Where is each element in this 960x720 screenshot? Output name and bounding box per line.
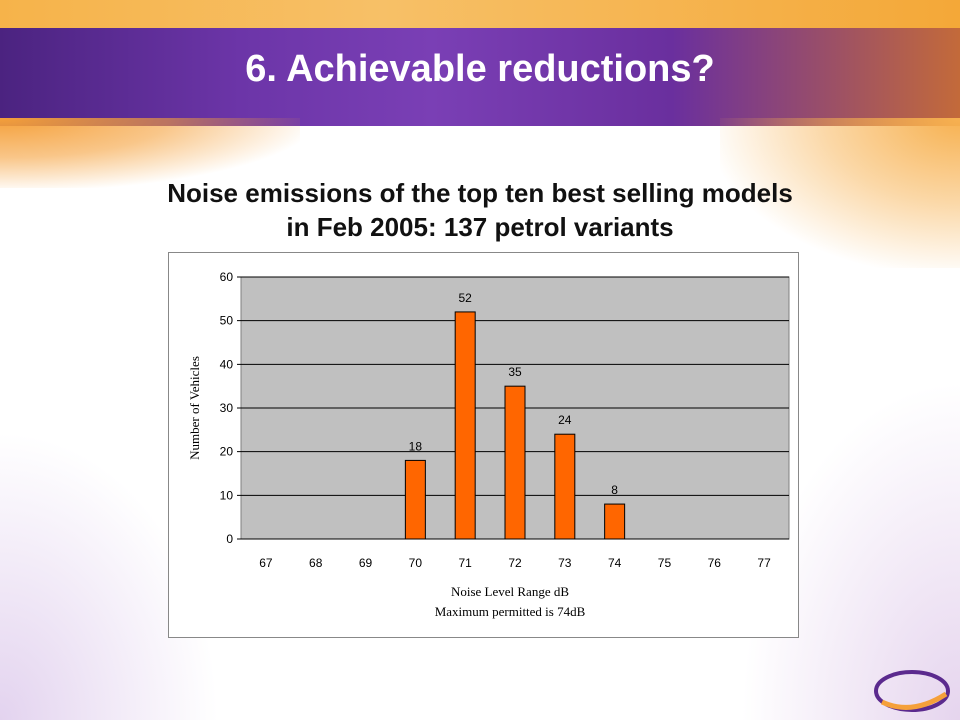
- bar: [604, 503, 626, 540]
- y-tick-labels: 0 10 20 30 40 50 60: [220, 270, 234, 546]
- bar: [404, 459, 426, 540]
- slide-subtitle: Noise emissions of the top ten best sell…: [90, 176, 870, 244]
- y-tick-label: 20: [220, 445, 234, 459]
- x-tick-label: 68: [309, 556, 323, 570]
- y-tick-label: 50: [220, 314, 234, 328]
- x-tick-label: 77: [757, 556, 771, 570]
- bar-chart: 18 52 35 24 8 0 10 20 30 40 50 60 67 68 69 70 71 72 73 74…: [187, 270, 790, 619]
- y-tick-label: 10: [220, 488, 234, 502]
- bar-data-label: 24: [558, 413, 572, 427]
- bar-data-label: 35: [508, 365, 522, 379]
- bar: [454, 311, 476, 540]
- decorative-swoosh-left: [0, 118, 300, 188]
- x-tick-label: 67: [259, 556, 273, 570]
- bars: [404, 311, 626, 540]
- y-tick-label: 0: [226, 532, 233, 546]
- y-tick-label: 40: [220, 357, 234, 371]
- x-tick-label: 70: [409, 556, 423, 570]
- y-axis-label: Number of Vehicles: [187, 356, 202, 460]
- chart-container: 18 52 35 24 8 0 10 20 30 40 50 60 67 68 69 70 71 72 73 74…: [168, 252, 799, 638]
- subtitle-line-2: in Feb 2005: 137 petrol variants: [286, 212, 674, 242]
- x-tick-label: 75: [658, 556, 672, 570]
- bar: [554, 433, 576, 540]
- x-tick-label: 73: [558, 556, 572, 570]
- decorative-swoosh-right: [720, 118, 960, 268]
- bar-data-labels: 18 52 35 24 8: [409, 291, 619, 497]
- bar: [504, 385, 526, 540]
- bar-data-label: 52: [459, 291, 473, 305]
- x-tick-label: 71: [459, 556, 473, 570]
- x-tick-label: 69: [359, 556, 373, 570]
- c4s-logo: [874, 670, 950, 712]
- y-tick-label: 60: [220, 270, 234, 284]
- x-tick-label: 74: [608, 556, 622, 570]
- x-axis-label: Noise Level Range dB: [451, 584, 569, 599]
- x-tick-label: 72: [508, 556, 522, 570]
- y-tick-label: 30: [220, 401, 234, 415]
- subtitle-line-1: Noise emissions of the top ten best sell…: [167, 178, 793, 208]
- x-axis-note: Maximum permitted is 74dB: [435, 604, 586, 619]
- title-band: [0, 28, 960, 126]
- slide-title: 6. Achievable reductions?: [245, 48, 715, 90]
- bar-data-label: 18: [409, 439, 423, 453]
- bar-data-label: 8: [611, 483, 618, 497]
- x-tick-label: 76: [708, 556, 722, 570]
- x-tick-labels: 67 68 69 70 71 72 73 74 75 76 77: [259, 556, 771, 570]
